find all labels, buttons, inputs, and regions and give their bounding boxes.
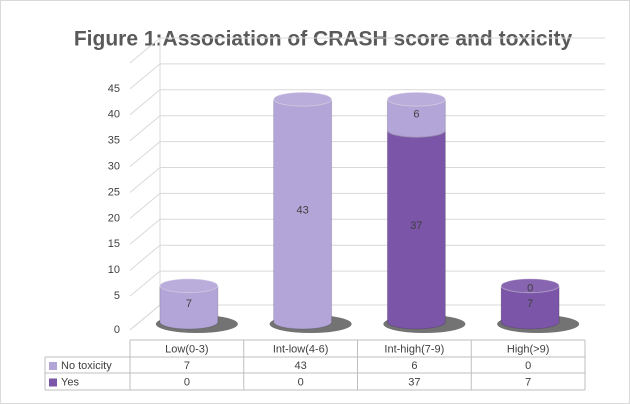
data-label: 7 (527, 298, 533, 310)
x-tick-label: Int-high(7-9) (384, 343, 444, 355)
table-value: 6 (411, 360, 417, 372)
grid-line (129, 270, 161, 297)
cylinder-cap (159, 278, 219, 294)
table-value: 37 (408, 376, 420, 388)
legend-swatch (49, 362, 57, 370)
grid-line (129, 193, 161, 219)
table-value: 0 (298, 376, 304, 388)
data-label: 37 (410, 220, 422, 232)
table-value: 0 (184, 376, 190, 388)
data-label: 6 (413, 109, 419, 121)
y-tick-label: 20 (108, 212, 120, 224)
grid-line (129, 218, 161, 245)
y-tick-label: 10 (108, 264, 120, 276)
grid-line (129, 63, 161, 90)
grid-line (129, 244, 161, 271)
grid-line (129, 141, 161, 167)
x-tick-label: Int-low(4-6) (273, 343, 329, 355)
table-value: 0 (525, 360, 531, 372)
data-label: 43 (297, 205, 309, 217)
y-tick-label: 35 (108, 135, 120, 147)
y-tick-label: 0 (114, 324, 120, 336)
legend-swatch (49, 378, 57, 387)
cylinder-cap (273, 91, 333, 107)
y-tick-label: 45 (108, 83, 120, 95)
y-tick-label: 25 (108, 186, 120, 198)
legend-label: No toxicity (61, 360, 112, 372)
grid-line (129, 115, 161, 142)
cylinder-cap (386, 91, 446, 107)
grid-line (129, 37, 161, 64)
cylinder-cap (500, 278, 560, 294)
table-value: 7 (184, 360, 190, 372)
legend-label: Yes (61, 376, 79, 388)
chart-title: Figure 1:Association of CRASH score and … (74, 28, 573, 51)
x-tick-label: High(>9) (507, 343, 550, 355)
data-label: 7 (186, 298, 192, 310)
y-tick-label: 30 (108, 161, 120, 173)
grid-line (129, 304, 161, 331)
y-tick-label: 15 (108, 238, 120, 250)
y-tick-label: 40 (108, 109, 120, 121)
table-value: 43 (295, 360, 307, 372)
data-label: 0 (527, 283, 533, 295)
y-tick-label: 5 (114, 290, 120, 302)
x-tick-label: Low(0-3) (165, 343, 208, 355)
grid-line (129, 89, 161, 116)
grid-line (129, 167, 161, 193)
table-value: 7 (525, 376, 531, 388)
